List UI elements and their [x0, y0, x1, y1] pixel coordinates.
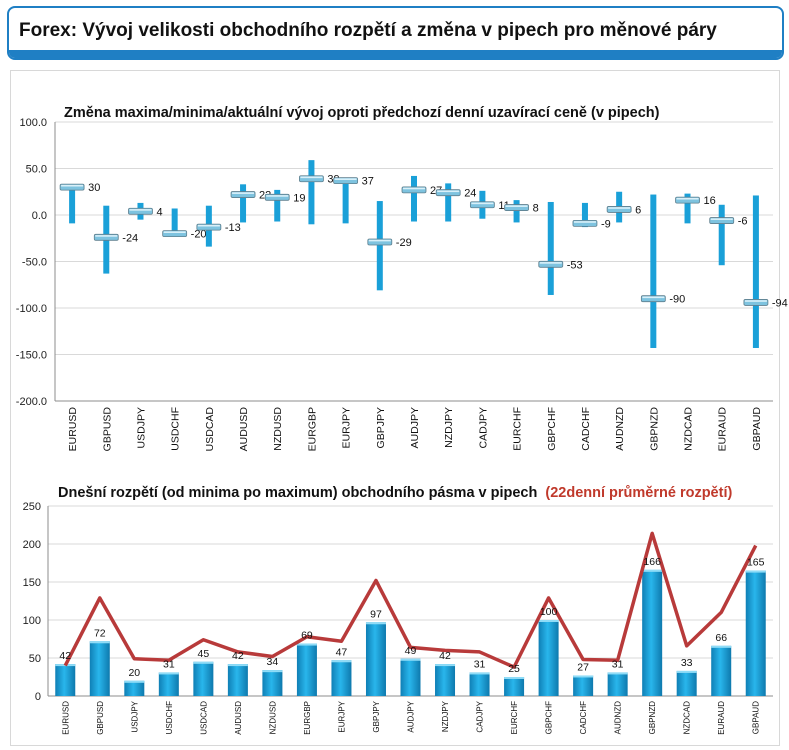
page-title: Forex: Vývoj velikosti obchodního rozpět…	[19, 20, 717, 41]
header-box: Forex: Vývoj velikosti obchodního rozpět…	[7, 6, 784, 60]
header-accent-bar	[9, 50, 782, 58]
chart-panel	[10, 70, 780, 746]
